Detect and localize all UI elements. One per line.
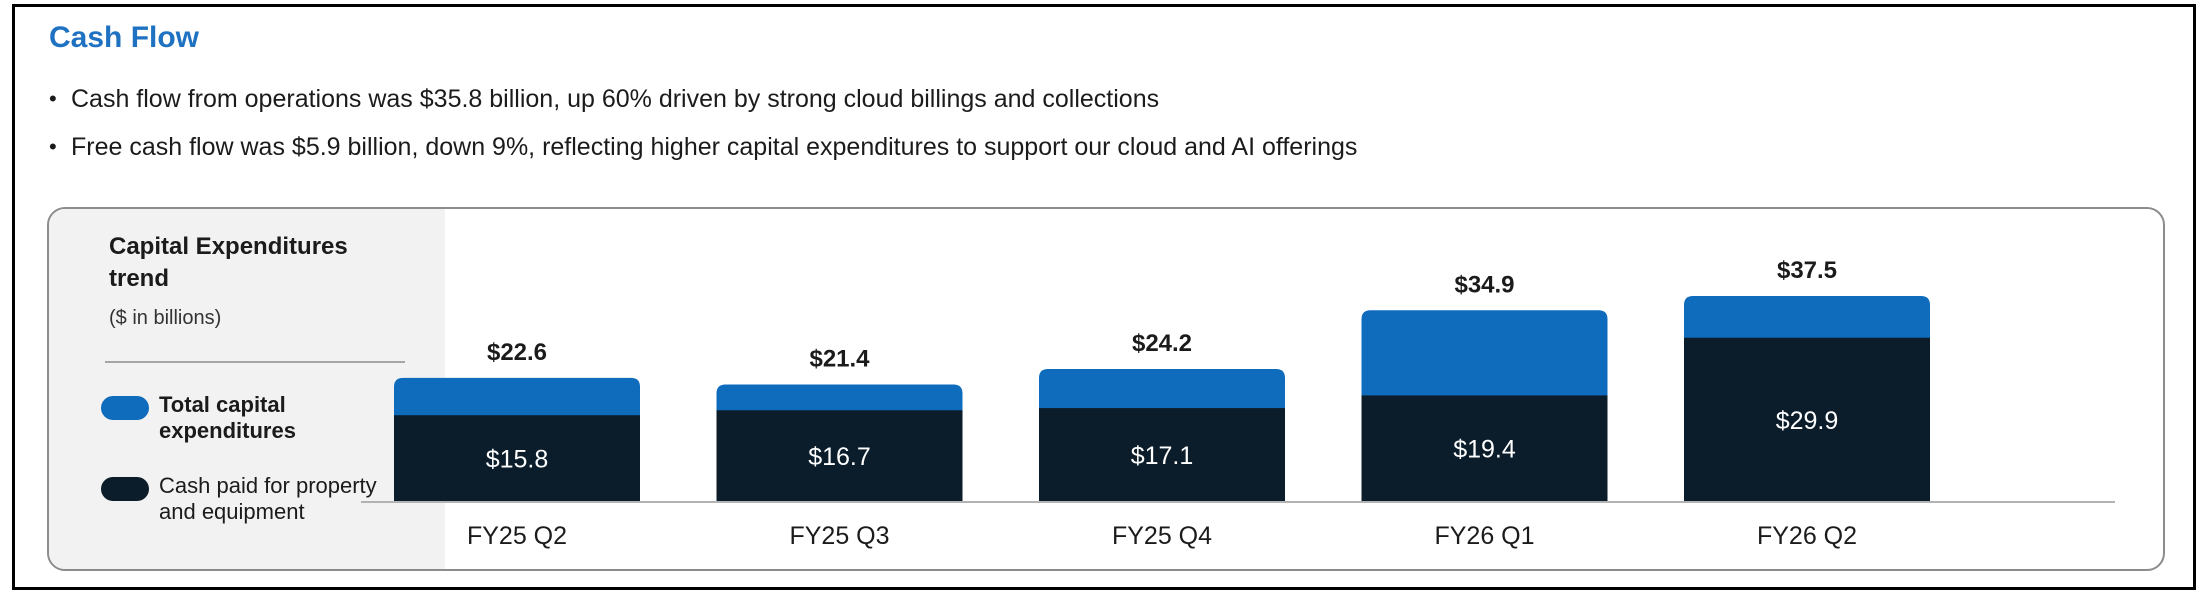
value-label-total-fy26-q1: $34.9 [1454, 271, 1514, 298]
legend-label-cash-paid: Cash paid for property and equipment [159, 473, 377, 524]
value-label-cash-fy25-q4: $17.1 [1131, 442, 1194, 470]
legend-divider [105, 361, 405, 363]
x-tick-label-fy25-q4: FY25 Q4 [1112, 522, 1212, 550]
x-tick-label-fy26-q1: FY26 Q1 [1434, 522, 1534, 550]
bar-cash-paid-fy26-q2 [1684, 337, 1930, 502]
capex-bar-chart: $22.6 $15.8 FY25 Q2 $21.4 $16.7 FY25 Q3 $24.2 $… [361, 257, 2115, 550]
x-tick-label-fy26-q2: FY26 Q2 [1757, 522, 1857, 550]
value-label-cash-fy26-q2: $29.9 [1776, 407, 1839, 435]
value-label-total-fy25-q3: $21.4 [809, 345, 870, 372]
value-label-total-fy25-q4: $24.2 [1132, 330, 1192, 357]
bar-cash-paid-fy25-q4 [1039, 408, 1285, 502]
bullet-operating-cash-flow: Cash flow from operations was $35.8 bill… [49, 75, 1357, 123]
section-title: Cash Flow [49, 21, 200, 54]
x-tick-label-fy25-q2: FY25 Q2 [467, 522, 567, 550]
bullet-free-cash-flow: Free cash flow was $5.9 billion, down 9%… [49, 123, 1357, 171]
chart-legend: Capital Expenditures trend ($ in billion… [49, 209, 445, 569]
legend-swatch-total-capex [101, 396, 149, 420]
bar-cash-paid-fy25-q2 [394, 415, 640, 502]
value-label-cash-fy25-q3: $16.7 [808, 443, 871, 471]
legend-label-total-capex: Total capital expenditures [159, 392, 296, 443]
bar-cash-paid-fy26-q1 [1361, 395, 1608, 502]
capex-chart-panel: Capital Expenditures trend ($ in billion… [47, 207, 2165, 571]
value-label-total-fy26-q2: $37.5 [1777, 257, 1837, 284]
bar-cash-paid-fy25-q3 [716, 410, 963, 502]
chart-unit-label: ($ in billions) [109, 307, 222, 329]
value-label-cash-fy25-q2: $15.8 [486, 446, 549, 474]
x-tick-label-fy25-q3: FY25 Q3 [789, 522, 889, 550]
chart-title: Capital Expenditures trend [109, 233, 348, 292]
summary-bullets: Cash flow from operations was $35.8 bill… [49, 75, 1357, 171]
value-label-total-fy25-q2: $22.6 [487, 339, 547, 366]
value-label-cash-fy26-q1: $19.4 [1453, 436, 1516, 464]
legend-swatch-cash-paid [101, 477, 149, 501]
cash-flow-slide: Cash Flow Cash flow from operations was … [12, 4, 2196, 590]
